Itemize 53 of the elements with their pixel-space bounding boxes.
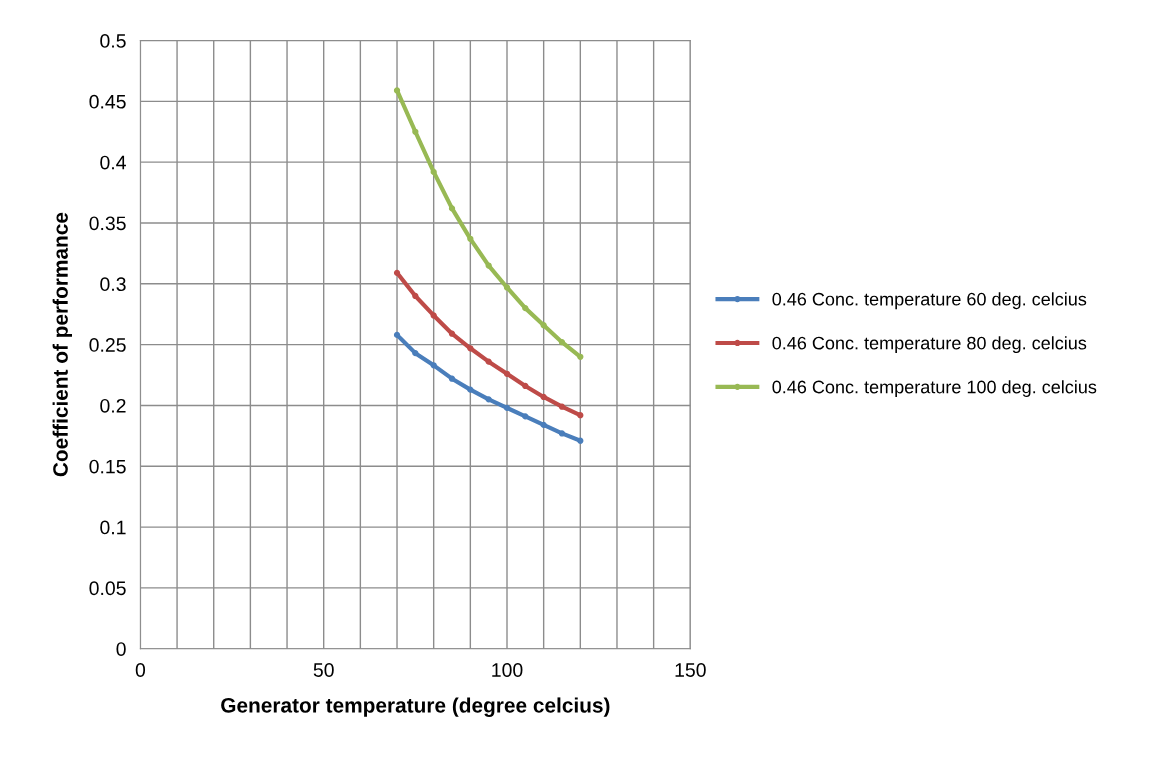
point	[558, 403, 566, 410]
point	[467, 235, 474, 242]
y-tick-label: 0.4	[100, 155, 126, 170]
point	[558, 430, 566, 437]
point	[540, 322, 547, 329]
point	[503, 284, 511, 291]
point	[540, 421, 547, 429]
y-tick-label: 0.35	[89, 216, 126, 231]
legend-label: 0.46 Conc. temperature 80 deg. celcius	[772, 336, 1087, 354]
point	[412, 350, 419, 357]
point	[503, 370, 511, 377]
point	[430, 362, 437, 369]
legend-label: 0.46 Conc. temperature 60 deg. celcius	[772, 292, 1087, 310]
point	[448, 375, 456, 382]
point	[485, 262, 492, 269]
point	[503, 404, 511, 412]
point	[522, 413, 529, 420]
x-tick-label: 150	[675, 663, 706, 677]
point	[522, 382, 529, 390]
point	[558, 339, 566, 346]
y-tick-label: 0.3	[100, 277, 126, 292]
x-axis-title: Generator temperature (degree celcius)	[221, 697, 610, 717]
y-axis-title: Coefficient of performance	[52, 212, 72, 477]
point	[412, 128, 419, 135]
y-tick-label: 0.25	[89, 338, 126, 352]
point	[412, 292, 419, 300]
point	[393, 331, 401, 339]
y-tick-label: 0.5	[100, 34, 126, 48]
y-tick-label: 0.1	[100, 520, 126, 535]
point	[448, 205, 456, 212]
point	[467, 386, 474, 393]
point	[485, 358, 492, 365]
point	[577, 437, 584, 444]
y-tick-label: 0.05	[89, 581, 126, 596]
point	[577, 412, 584, 419]
y-tick-label: 0.45	[89, 94, 126, 109]
point	[393, 87, 401, 94]
x-tick-label: 100	[492, 663, 523, 677]
point	[430, 168, 437, 176]
point	[448, 330, 456, 337]
point	[430, 312, 437, 319]
point	[393, 269, 401, 276]
y-tick-label: 0.2	[100, 398, 126, 413]
y-tick-label: 0	[116, 642, 126, 656]
x-tick-label: 50	[313, 663, 334, 677]
point	[577, 353, 584, 360]
x-tick-label: 0	[135, 663, 146, 677]
y-tick-label: 0.15	[89, 459, 126, 474]
legend-label: 0.46 Conc. temperature 100 deg. celcius	[772, 380, 1097, 397]
point	[485, 396, 492, 403]
point	[467, 345, 474, 352]
point	[540, 393, 547, 401]
point	[522, 305, 529, 312]
